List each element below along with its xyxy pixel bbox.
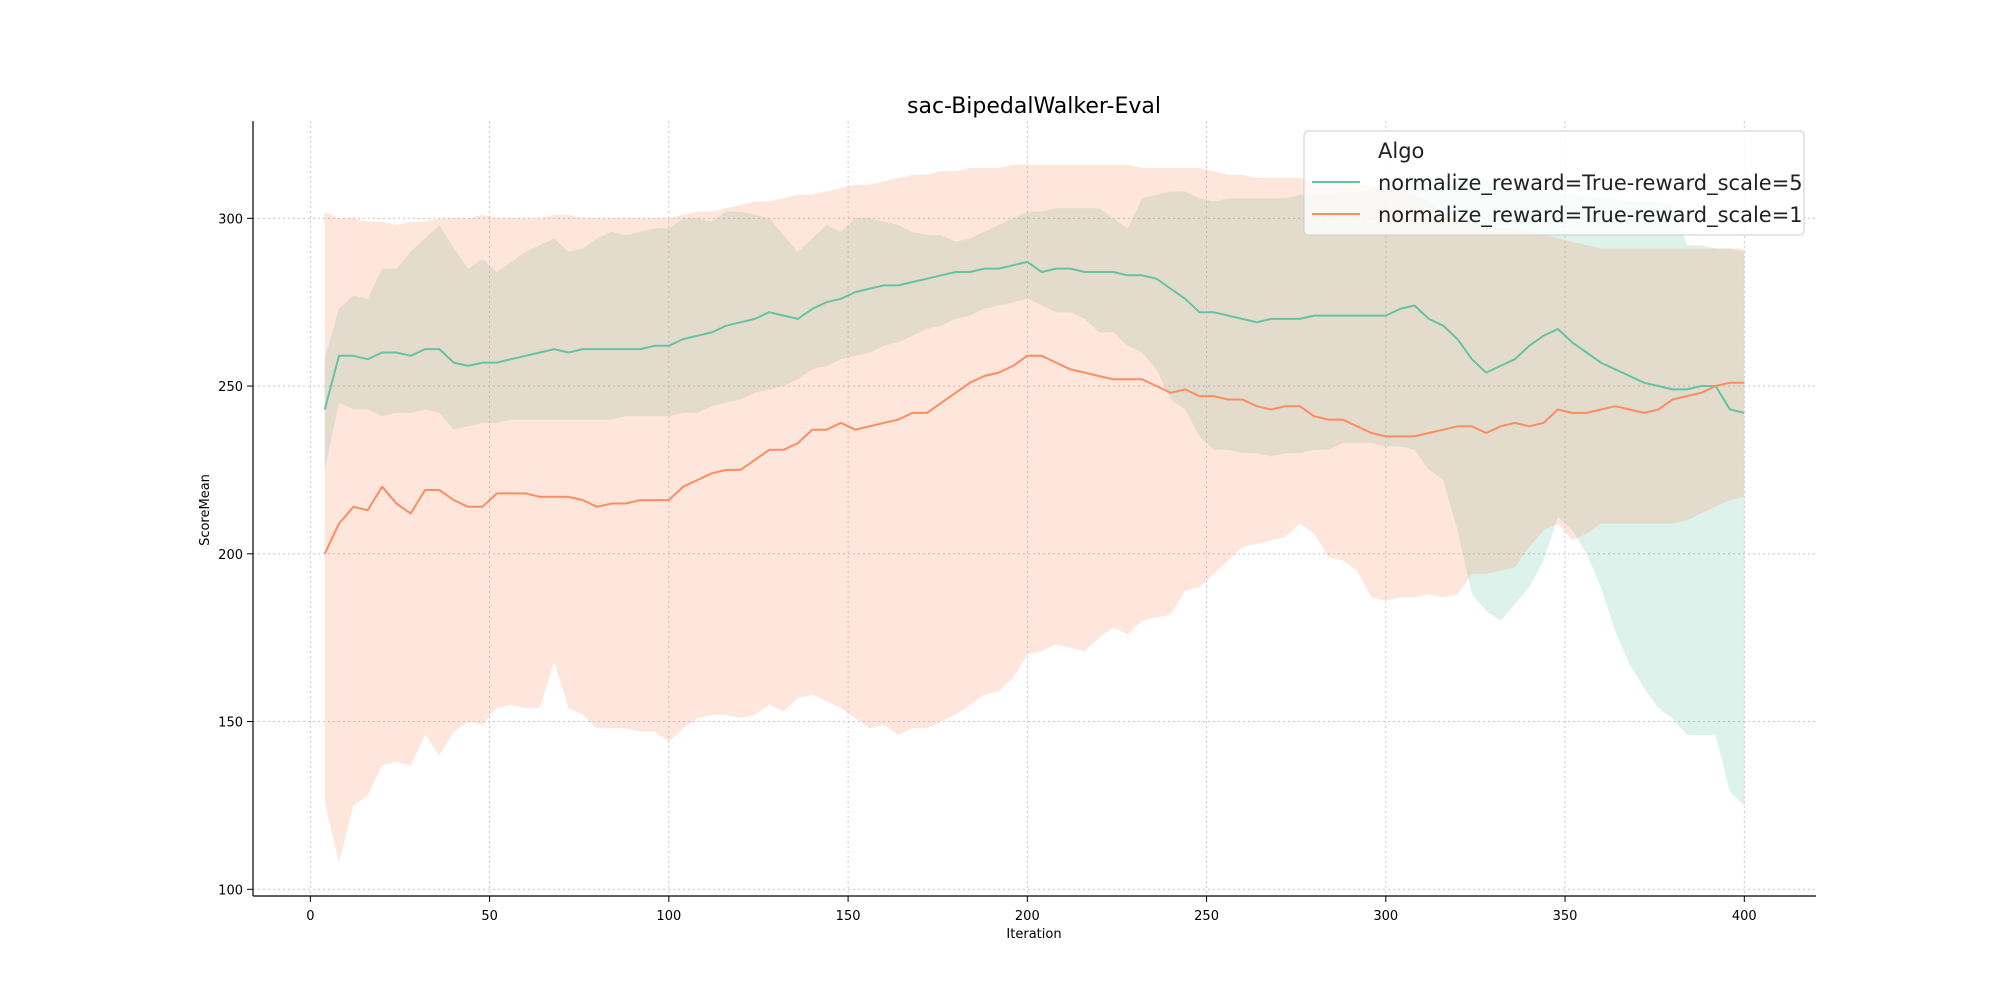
y-axis-label: ScoreMean: [198, 474, 213, 546]
x-tick-label: 50: [481, 909, 498, 924]
y-tick-label: 300: [218, 212, 243, 227]
x-tick-label: 300: [1373, 909, 1398, 924]
series-1-band: [324, 164, 1745, 863]
x-tick-label: 150: [836, 909, 861, 924]
y-ticks: 100 150 200 250 300: [218, 212, 253, 898]
legend-title: Algo: [1378, 139, 1424, 163]
x-ticks: 0 50 100 150 200 250 300 350 400: [306, 896, 1757, 924]
x-tick-label: 250: [1194, 909, 1219, 924]
x-tick-label: 200: [1015, 909, 1040, 924]
series-0-line: [323, 260, 1745, 414]
series-lines: [323, 260, 1745, 555]
grid-lines: [253, 121, 1816, 896]
y-tick-label: 200: [218, 548, 243, 563]
y-tick-label: 100: [218, 883, 243, 898]
axes: [252, 121, 1816, 897]
legend-frame: [1303, 130, 1805, 236]
series-1-line: [323, 354, 1745, 555]
series-0-band: [324, 181, 1745, 806]
legend-label-1: normalize_reward=True-reward_scale=1: [1378, 203, 1803, 228]
y-tick-label: 250: [218, 380, 243, 395]
y-tick-label: 150: [218, 716, 243, 731]
x-tick-label: 0: [306, 909, 314, 924]
x-tick-label: 100: [656, 909, 681, 924]
x-axis-label: Iteration: [1006, 927, 1061, 942]
x-tick-label: 350: [1553, 909, 1578, 924]
x-tick-label: 400: [1732, 909, 1757, 924]
confidence-bands: [324, 164, 1745, 863]
legend: Algo normalize_reward=True-reward_scale=…: [1303, 130, 1805, 236]
chart-title: sac-BipedalWalker-Eval: [907, 94, 1161, 119]
legend-label-0: normalize_reward=True-reward_scale=5: [1378, 171, 1803, 196]
